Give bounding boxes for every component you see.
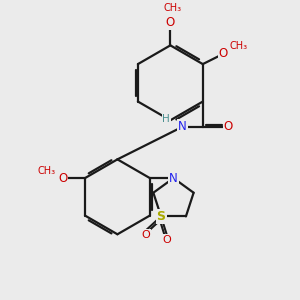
Text: H: H [162,115,170,124]
Text: N: N [178,120,187,133]
Text: N: N [169,172,178,184]
Text: O: O [163,235,172,245]
Text: O: O [224,120,233,133]
Text: O: O [166,16,175,29]
Text: O: O [141,230,150,240]
Text: CH₃: CH₃ [230,41,248,51]
Text: S: S [157,210,166,223]
Text: CH₃: CH₃ [37,166,56,176]
Text: O: O [218,47,228,60]
Text: O: O [58,172,67,184]
Text: CH₃: CH₃ [163,3,182,13]
